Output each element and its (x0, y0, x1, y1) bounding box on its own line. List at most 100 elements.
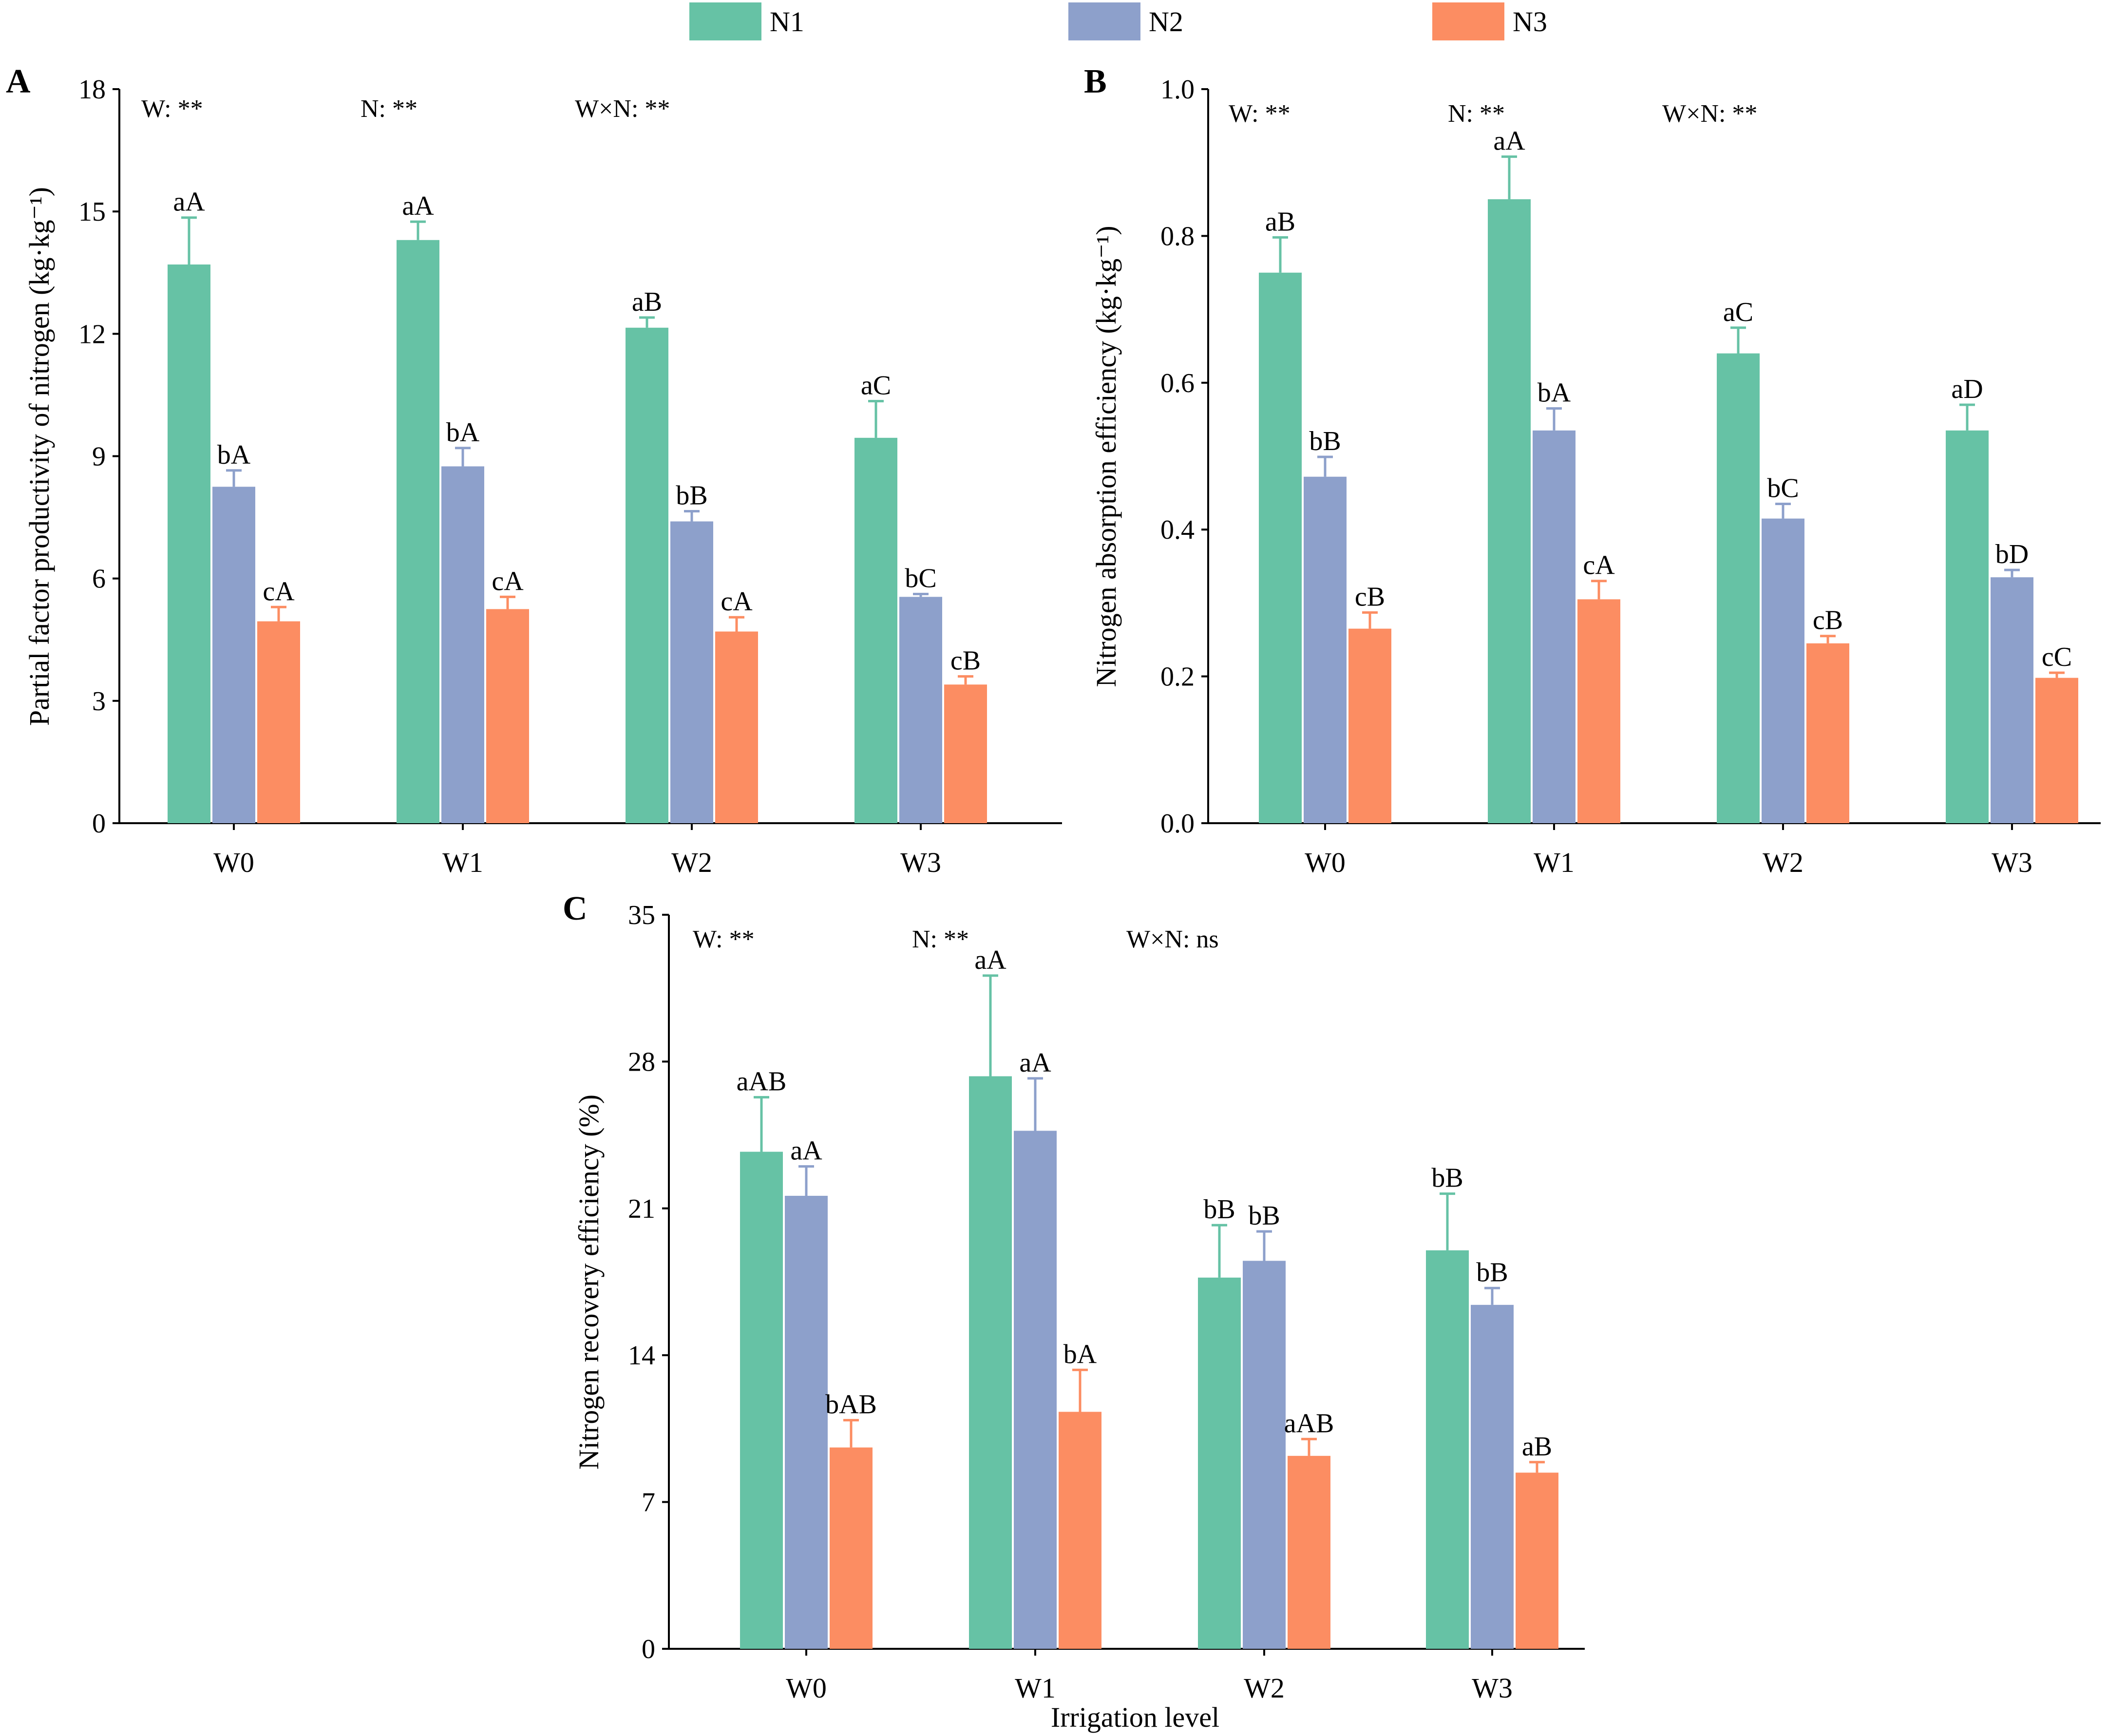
bar-n1-w2 (1717, 353, 1760, 823)
y-tick-label: 7 (642, 1488, 655, 1518)
x-tick-label: W2 (671, 847, 712, 878)
legend-label-n1: N1 (770, 6, 804, 38)
x-axis-title: Irrigation level (1051, 1701, 1219, 1733)
panel-b: B 0.0 0.2 0.4 0.6 0.8 1.0 Nitrogen absorption e… (1084, 63, 2101, 878)
bar-n2-w2 (1243, 1261, 1286, 1649)
bar-letter-label: cB (1813, 605, 1843, 636)
bar-n3-w2 (1806, 643, 1849, 823)
bar-letter-label: aB (1265, 207, 1295, 237)
bar-n3-w0 (257, 621, 300, 823)
x-tick-label: W0 (213, 847, 254, 878)
significance-annotation: W×N: ** (575, 95, 670, 123)
bar-letter-label: bC (905, 563, 936, 593)
bar-n1-w3 (854, 437, 897, 823)
bar-letter-label: bB (1476, 1257, 1508, 1287)
bar-n2-w0 (785, 1195, 828, 1649)
y-axis-title: Nitrogen absorption efficiency (kg·kg⁻¹) (1090, 226, 1122, 687)
x-tick-label: W3 (1472, 1672, 1513, 1704)
bar-letter-label: aAB (737, 1067, 787, 1097)
panel-letter: B (1084, 63, 1107, 100)
bar-n3-w3 (2035, 678, 2078, 823)
legend-swatch-n1 (689, 2, 761, 40)
x-tick-label: W0 (1305, 847, 1346, 878)
panel-c: C 0 7 14 21 28 35 Nitrogen recovery efficiency … (563, 890, 1585, 1733)
bar-letter-label: bA (1063, 1339, 1097, 1369)
bar-letter-label: aA (402, 191, 434, 221)
bar-letter-label: bB (676, 481, 707, 511)
x-tick-label: W1 (442, 847, 483, 878)
y-tick-label: 0.4 (1160, 515, 1195, 545)
bar-n2-w2 (670, 521, 713, 823)
bar-n3-w2 (1288, 1455, 1330, 1649)
bar-letter-label: cA (263, 576, 295, 606)
y-tick-label: 18 (78, 75, 106, 105)
bar-n1-w3 (1426, 1250, 1469, 1649)
bar-n1-w1 (969, 1076, 1012, 1649)
bar-n3-w1 (1059, 1412, 1101, 1649)
bar-letter-label: cB (950, 646, 981, 676)
bar-n2-w0 (1304, 476, 1347, 823)
legend-label-n3: N3 (1513, 6, 1547, 38)
bar-n3-w1 (486, 609, 529, 823)
panels: A 0 3 6 9 12 15 18 Partial factor productivity o… (6, 63, 2101, 1733)
y-tick-label: 0.2 (1160, 662, 1195, 692)
y-tick-label: 0 (642, 1634, 655, 1664)
bar-letter-label: aA (173, 187, 205, 217)
bar-letter-label: aB (1522, 1432, 1552, 1462)
y-tick-label: 35 (628, 900, 655, 930)
legend-swatch-n2 (1068, 2, 1140, 40)
bar-n3-w2 (715, 631, 758, 823)
bar-letter-label: bAB (825, 1390, 877, 1420)
bar-letter-label: aD (1951, 374, 1983, 404)
panel-letter: A (6, 63, 31, 100)
x-tick-label: W1 (1015, 1672, 1056, 1704)
y-tick-label: 0.0 (1160, 809, 1195, 839)
significance-annotation: W: ** (693, 925, 755, 953)
bar-letter-label: aB (632, 287, 662, 317)
bar-letter-label: bA (446, 417, 480, 448)
significance-annotation: W×N: ** (1662, 100, 1757, 128)
y-tick-label: 9 (92, 442, 106, 472)
bar-n1-w2 (626, 327, 668, 823)
bar-letter-label: aA (1493, 126, 1525, 156)
y-tick-label: 1.0 (1160, 75, 1195, 105)
y-axis-title: Nitrogen recovery efficiency (%) (573, 1094, 605, 1470)
bar-n1-w0 (1259, 272, 1302, 823)
bar-letter-label: cA (721, 586, 753, 617)
x-tick-label: W2 (1763, 847, 1803, 878)
significance-annotation: W: ** (1229, 100, 1291, 128)
y-tick-label: 21 (628, 1194, 655, 1224)
bar-n2-w3 (899, 597, 942, 823)
bar-n1-w0 (168, 264, 210, 823)
bar-letter-label: bB (1431, 1163, 1463, 1193)
bar-n2-w1 (1533, 430, 1576, 823)
bar-n1-w1 (397, 240, 439, 823)
significance-annotation: W×N: ns (1126, 925, 1219, 953)
bar-letter-label: bB (1248, 1201, 1280, 1231)
bar-letter-label: bB (1309, 426, 1341, 456)
y-tick-label: 3 (92, 686, 106, 717)
legend: N1 N2 N3 (689, 2, 1547, 40)
y-tick-label: 28 (628, 1047, 655, 1077)
y-tick-label: 6 (92, 564, 106, 594)
significance-annotation: N: ** (912, 925, 969, 953)
bar-letter-label: bA (217, 440, 251, 470)
legend-label-n2: N2 (1149, 6, 1183, 38)
bar-n3-w1 (1577, 599, 1620, 823)
x-tick-label: W3 (900, 847, 941, 878)
y-tick-label: 0.8 (1160, 221, 1195, 251)
bar-n3-w0 (1348, 628, 1391, 823)
panel-letter: C (563, 890, 588, 927)
bar-n2-w2 (1762, 518, 1804, 823)
significance-annotation: N: ** (1448, 100, 1505, 128)
bar-letter-label: cC (2042, 642, 2072, 672)
bar-n2-w0 (212, 487, 255, 823)
significance-annotation: W: ** (141, 95, 203, 123)
bar-letter-label: aAB (1284, 1408, 1334, 1438)
y-tick-label: 15 (78, 197, 106, 227)
y-axis-title: Partial factor productivity of nitrogen … (23, 187, 55, 726)
x-tick-label: W3 (1992, 847, 2032, 878)
bar-n2-w3 (1471, 1304, 1514, 1649)
bar-n1-w3 (1946, 430, 1989, 823)
bar-letter-label: bA (1538, 378, 1571, 408)
